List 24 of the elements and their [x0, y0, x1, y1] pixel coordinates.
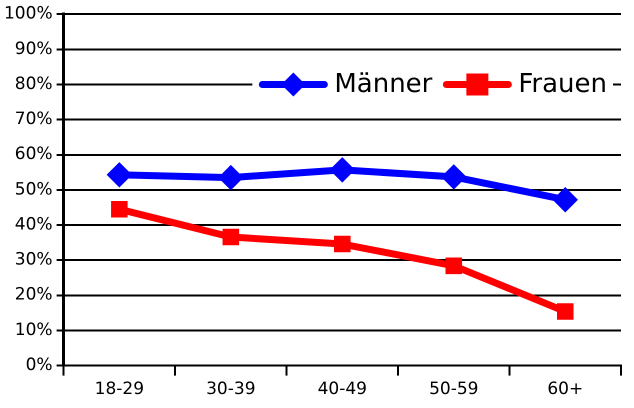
point: [111, 200, 128, 218]
y-tick-label: 80%: [14, 74, 53, 94]
legend-label: Männer: [334, 69, 433, 100]
y-tick-label: 90%: [14, 38, 53, 59]
point: [334, 236, 351, 252]
legend-label: Frauen: [518, 69, 607, 100]
y-tick-label: 10%: [14, 320, 53, 340]
point: [446, 258, 462, 274]
point: [556, 303, 574, 320]
y-tick-label: 0%: [26, 355, 53, 376]
y-tick-label: 60%: [14, 144, 53, 164]
x-tick-label: 40-49: [318, 379, 368, 400]
y-tick-label: 100%: [4, 4, 53, 24]
x-tick-label: 50-59: [429, 379, 478, 400]
y-tick-label: 20%: [14, 284, 53, 305]
y-tick-label: 30%: [14, 250, 53, 270]
x-tick-label: 18-29: [94, 379, 144, 400]
y-tick-label: 40%: [14, 214, 53, 234]
y-tick-label: 50%: [14, 179, 53, 200]
x-tick-label: 60+: [547, 379, 584, 400]
y-tick-label: 70%: [14, 109, 53, 130]
x-tick-label: 30-39: [206, 379, 256, 400]
point: [222, 228, 240, 246]
point: [552, 187, 578, 212]
